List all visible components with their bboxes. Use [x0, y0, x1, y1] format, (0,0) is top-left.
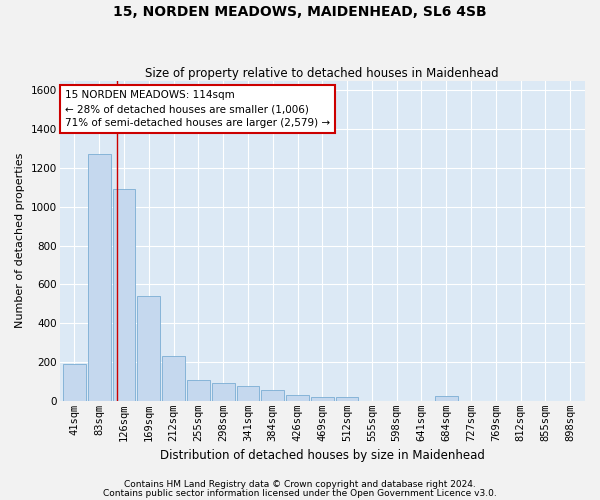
X-axis label: Distribution of detached houses by size in Maidenhead: Distribution of detached houses by size … — [160, 450, 485, 462]
Text: 15, NORDEN MEADOWS, MAIDENHEAD, SL6 4SB: 15, NORDEN MEADOWS, MAIDENHEAD, SL6 4SB — [113, 5, 487, 19]
Bar — [236, 386, 259, 401]
Bar — [88, 154, 110, 401]
Bar — [187, 380, 210, 401]
Title: Size of property relative to detached houses in Maidenhead: Size of property relative to detached ho… — [145, 66, 499, 80]
Bar — [335, 398, 358, 401]
Bar — [113, 190, 136, 401]
Bar — [63, 364, 86, 401]
Bar — [262, 390, 284, 401]
Text: Contains public sector information licensed under the Open Government Licence v3: Contains public sector information licen… — [103, 488, 497, 498]
Y-axis label: Number of detached properties: Number of detached properties — [15, 153, 25, 328]
Bar — [137, 296, 160, 401]
Text: Contains HM Land Registry data © Crown copyright and database right 2024.: Contains HM Land Registry data © Crown c… — [124, 480, 476, 489]
Bar — [162, 356, 185, 401]
Bar — [435, 396, 458, 401]
Bar — [311, 397, 334, 401]
Text: 15 NORDEN MEADOWS: 114sqm
← 28% of detached houses are smaller (1,006)
71% of se: 15 NORDEN MEADOWS: 114sqm ← 28% of detac… — [65, 90, 330, 128]
Bar — [286, 395, 309, 401]
Bar — [212, 384, 235, 401]
